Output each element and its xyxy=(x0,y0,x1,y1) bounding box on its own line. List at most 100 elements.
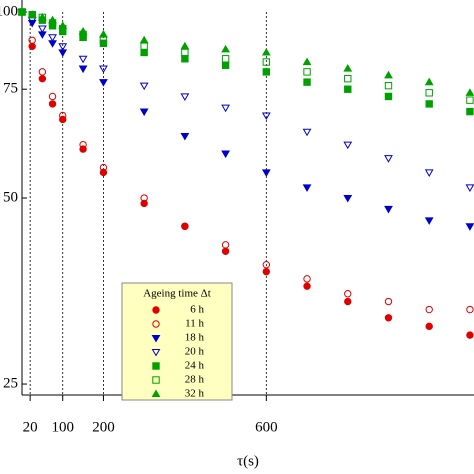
marker xyxy=(180,93,190,101)
marker xyxy=(303,78,311,86)
marker xyxy=(48,92,57,101)
x-tick-label: 200 xyxy=(92,419,115,435)
marker xyxy=(466,331,474,339)
marker xyxy=(38,68,47,76)
legend-label: 28 h xyxy=(185,374,205,386)
marker xyxy=(78,65,88,74)
marker xyxy=(344,290,352,298)
marker xyxy=(181,55,189,63)
marker xyxy=(59,111,67,120)
marker xyxy=(424,77,434,86)
marker xyxy=(139,108,149,117)
marker xyxy=(425,305,433,314)
marker xyxy=(139,35,149,44)
marker xyxy=(58,21,68,29)
marker xyxy=(344,74,352,83)
marker xyxy=(78,55,88,64)
marker xyxy=(344,297,352,306)
marker xyxy=(465,223,474,231)
marker xyxy=(48,15,57,24)
marker xyxy=(152,362,160,370)
marker xyxy=(152,376,160,384)
marker xyxy=(28,36,36,44)
marker xyxy=(261,112,271,121)
marker xyxy=(343,141,353,150)
marker xyxy=(261,47,271,56)
legend-label: 24 h xyxy=(185,360,205,372)
x-tick-label: 100 xyxy=(51,419,74,435)
marker xyxy=(152,306,160,314)
marker xyxy=(79,140,87,149)
marker xyxy=(140,199,148,208)
marker xyxy=(151,334,161,343)
y-tick-label: 75 xyxy=(3,81,18,97)
marker xyxy=(302,128,312,137)
legend: Ageing time Δt 6 h 11 h 18 h 20 h 24 h 28 h 32 … xyxy=(121,282,233,401)
marker xyxy=(180,41,190,50)
marker xyxy=(221,241,230,249)
marker xyxy=(221,61,230,69)
marker xyxy=(27,10,37,18)
marker xyxy=(262,261,271,269)
marker xyxy=(221,150,230,159)
marker xyxy=(181,48,189,57)
marker xyxy=(384,81,393,90)
marker xyxy=(424,217,434,225)
marker xyxy=(140,194,148,202)
marker xyxy=(17,7,27,16)
marker xyxy=(343,194,353,203)
marker xyxy=(58,49,68,57)
marker xyxy=(466,96,474,104)
marker xyxy=(384,70,393,79)
legend-label: 20 h xyxy=(185,346,205,358)
marker xyxy=(466,305,474,314)
marker xyxy=(151,389,161,398)
marker xyxy=(38,74,47,83)
marker xyxy=(221,44,230,53)
x-axis-label: τ(s) xyxy=(237,453,259,469)
marker xyxy=(384,297,393,306)
marker xyxy=(221,247,230,255)
y-tick-label: 25 xyxy=(3,375,18,391)
marker xyxy=(99,29,108,38)
marker xyxy=(262,58,271,66)
marker xyxy=(302,184,312,193)
marker xyxy=(465,88,474,96)
legend-label: 6 h xyxy=(190,304,204,316)
marker xyxy=(425,100,433,108)
marker xyxy=(78,26,88,35)
marker xyxy=(28,42,36,51)
marker xyxy=(151,348,161,357)
marker xyxy=(152,320,160,328)
marker xyxy=(48,34,57,42)
marker xyxy=(139,82,149,91)
marker xyxy=(303,68,311,76)
marker xyxy=(140,48,148,57)
marker xyxy=(466,107,474,116)
marker xyxy=(99,65,108,74)
marker xyxy=(181,222,189,230)
marker xyxy=(221,104,230,113)
legend-box xyxy=(121,282,233,401)
legend-label: 18 h xyxy=(185,332,205,344)
x-tick-label: 600 xyxy=(255,419,278,435)
marker xyxy=(140,42,148,51)
marker xyxy=(384,155,393,163)
marker xyxy=(99,163,108,172)
marker xyxy=(425,322,433,331)
marker xyxy=(302,57,312,66)
marker xyxy=(303,275,311,283)
marker xyxy=(262,267,271,276)
marker xyxy=(99,79,108,87)
marker xyxy=(48,100,57,108)
marker xyxy=(343,64,353,72)
marker xyxy=(384,205,393,214)
marker xyxy=(465,184,474,193)
marker xyxy=(384,314,393,322)
y-tick-label: 100 xyxy=(0,3,18,19)
marker xyxy=(384,92,393,101)
marker xyxy=(58,43,68,51)
marker xyxy=(425,89,433,97)
legend-title: Ageing time Δt xyxy=(143,288,211,300)
